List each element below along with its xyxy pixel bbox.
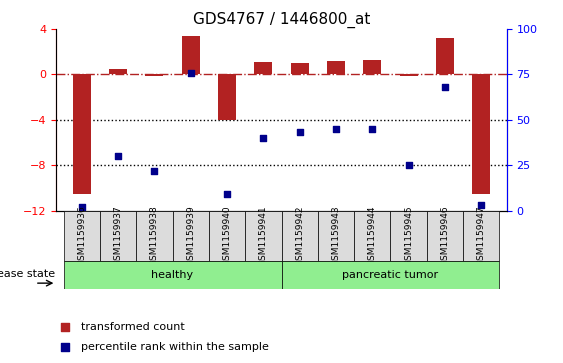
Bar [254, 62, 272, 74]
Point [150, 168, 159, 174]
Text: transformed count: transformed count [81, 322, 185, 333]
Point [186, 70, 195, 76]
Text: GSM1159947: GSM1159947 [477, 205, 486, 266]
FancyBboxPatch shape [209, 211, 245, 261]
Text: GSM1159942: GSM1159942 [295, 206, 304, 266]
Text: percentile rank within the sample: percentile rank within the sample [81, 342, 269, 352]
FancyBboxPatch shape [64, 261, 282, 289]
Point [359, 252, 368, 258]
Bar [218, 74, 236, 120]
Text: healthy: healthy [151, 270, 194, 280]
Point [295, 130, 304, 135]
Title: GDS4767 / 1446800_at: GDS4767 / 1446800_at [193, 12, 370, 28]
FancyBboxPatch shape [427, 211, 463, 261]
Bar [73, 74, 91, 193]
FancyBboxPatch shape [354, 211, 391, 261]
FancyBboxPatch shape [64, 211, 100, 261]
Point [77, 204, 86, 210]
Text: GSM1159944: GSM1159944 [368, 206, 377, 266]
Point [222, 191, 231, 197]
Text: disease state: disease state [0, 269, 55, 279]
Point [440, 84, 449, 90]
Text: GSM1159936: GSM1159936 [77, 205, 86, 266]
Text: pancreatic tumor: pancreatic tumor [342, 270, 439, 280]
FancyBboxPatch shape [318, 211, 354, 261]
Bar [327, 61, 345, 74]
Point [332, 126, 341, 132]
Bar [436, 38, 454, 74]
FancyBboxPatch shape [100, 211, 136, 261]
FancyBboxPatch shape [282, 211, 318, 261]
Text: GSM1159946: GSM1159946 [440, 205, 449, 266]
Point [404, 162, 413, 168]
Text: GSM1159940: GSM1159940 [222, 205, 231, 266]
Point [359, 74, 368, 79]
Text: GSM1159941: GSM1159941 [259, 205, 268, 266]
Bar [182, 36, 200, 74]
FancyBboxPatch shape [282, 261, 499, 289]
Text: GSM1159937: GSM1159937 [114, 205, 123, 266]
FancyBboxPatch shape [463, 211, 499, 261]
Bar [400, 74, 418, 76]
Point [477, 202, 486, 208]
FancyBboxPatch shape [172, 211, 209, 261]
Bar [363, 60, 381, 74]
Text: GSM1159939: GSM1159939 [186, 205, 195, 266]
Text: GSM1159943: GSM1159943 [332, 205, 341, 266]
Bar [145, 74, 163, 76]
Bar [109, 69, 127, 74]
Point [368, 126, 377, 132]
Text: GSM1159945: GSM1159945 [404, 205, 413, 266]
FancyBboxPatch shape [136, 211, 172, 261]
Bar [291, 63, 309, 74]
FancyBboxPatch shape [245, 211, 282, 261]
FancyBboxPatch shape [391, 211, 427, 261]
Point [259, 135, 268, 141]
Bar [472, 74, 490, 193]
Text: GSM1159938: GSM1159938 [150, 205, 159, 266]
Point [114, 153, 123, 159]
